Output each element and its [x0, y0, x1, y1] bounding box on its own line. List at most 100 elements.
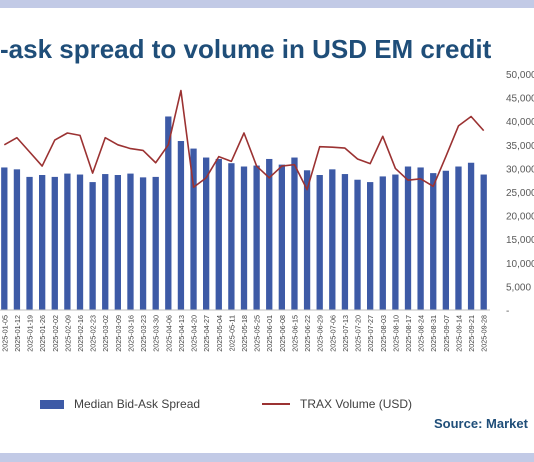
- x-tick-label: 2025-07-27: [366, 315, 375, 352]
- x-tick-label: 2025-06-22: [303, 315, 312, 352]
- legend: Median Bid-Ask Spread TRAX Volume (USD): [0, 397, 534, 415]
- bar-2025-04-27: [203, 157, 210, 310]
- bar-2025-05-18: [240, 166, 248, 310]
- bar-2025-07-27: [367, 182, 374, 310]
- x-tick-label: 2025-03-16: [126, 315, 135, 352]
- legend-line-label: TRAX Volume (USD): [300, 397, 413, 411]
- bars-group: [1, 116, 487, 310]
- bottom-frame-band: [0, 453, 534, 462]
- x-tick-label: 2025-02-02: [51, 315, 60, 352]
- legend-line-swatch: [262, 403, 290, 405]
- x-tick-label: 2025-05-04: [215, 315, 224, 352]
- x-axis: 2025-01-05 2025-01-12 2025-01-19 2025-01-26…: [0, 309, 490, 352]
- x-tick-label: 2025-02-16: [76, 315, 85, 352]
- x-tick-label: 2025-06-08: [278, 315, 287, 352]
- x-tick-label: 2025-04-13: [177, 315, 186, 352]
- bar-2025-07-20: [354, 179, 361, 310]
- bar-2025-06-08: [278, 164, 285, 310]
- bar-2025-02-02: [51, 176, 58, 310]
- x-tick-label: 2025-09-28: [480, 315, 489, 352]
- y-right-tick-label: 30,000: [506, 164, 534, 175]
- bar-2025-09-07: [442, 170, 449, 310]
- y-right-tick-label: 20,000: [506, 212, 534, 223]
- bar-2025-03-23: [139, 177, 147, 310]
- legend-bar-swatch: [40, 399, 64, 409]
- bar-2025-06-22: [303, 170, 311, 310]
- bar-2025-08-10: [392, 174, 399, 310]
- line-group: [3, 89, 485, 191]
- y-right-tick-label: 15,000: [506, 235, 534, 246]
- x-tick-label: 2025-01-26: [38, 315, 47, 352]
- bar-2025-04-06: [165, 116, 172, 310]
- bar-2025-06-29: [316, 175, 323, 310]
- x-tick-label: 2025-09-21: [467, 315, 476, 352]
- x-tick-label: 2025-08-10: [391, 315, 400, 352]
- bar-2025-07-06: [329, 169, 336, 310]
- bar-2025-05-04: [215, 158, 222, 310]
- bar-2025-08-17: [404, 166, 412, 310]
- legend-item-line: TRAX Volume (USD): [262, 397, 412, 411]
- x-tick-label: 2025-08-17: [404, 315, 413, 352]
- bar-2025-08-31: [430, 173, 437, 310]
- bar-2025-09-21: [467, 162, 475, 310]
- x-tick-label: 2025-08-24: [417, 315, 426, 352]
- bar-2025-09-28: [480, 174, 487, 310]
- bar-2025-05-25: [253, 165, 260, 310]
- y-right-tick-label: 35,000: [506, 141, 534, 152]
- bar-2025-01-26: [39, 175, 46, 310]
- x-tick-label: 2025-04-20: [190, 315, 199, 352]
- y-right-tick-label: -: [506, 306, 509, 317]
- x-tick-label: 2025-01-05: [0, 315, 9, 352]
- y-right-tick-label: 5,000: [506, 282, 531, 293]
- x-tick-label: 2025-04-06: [164, 315, 173, 352]
- bar-2025-03-09: [114, 175, 121, 310]
- x-tick-label: 2025-01-19: [26, 315, 35, 352]
- bar-2025-02-23: [89, 182, 96, 310]
- y-right-tick-label: 45,000: [506, 94, 534, 105]
- bar-2025-08-03: [379, 176, 386, 310]
- bar-2025-04-13: [177, 141, 185, 310]
- x-tick-label: 2025-03-02: [101, 315, 110, 352]
- bar-2025-06-15: [291, 157, 298, 310]
- bar-2025-03-30: [152, 176, 159, 310]
- x-tick-label: 2025-06-15: [290, 315, 299, 352]
- top-frame-band: [0, 0, 534, 8]
- y-right-tick-label: 40,000: [506, 117, 534, 128]
- bar-2025-08-24: [417, 167, 424, 310]
- x-tick-label: 2025-06-29: [316, 315, 325, 352]
- y-right-tick-label: 10,000: [506, 259, 534, 270]
- x-tick-label: 2025-06-01: [265, 315, 274, 352]
- bar-2025-04-20: [190, 148, 197, 310]
- trax-volume-line: [3, 89, 485, 191]
- chart-title: -ask spread to volume in USD EM credit: [0, 34, 492, 64]
- x-tick-label: 2025-01-12: [13, 315, 22, 352]
- bar-2025-02-09: [64, 173, 71, 310]
- bar-2025-07-13: [341, 174, 349, 310]
- bar-2025-01-19: [26, 176, 33, 310]
- bar-2025-05-11: [228, 163, 235, 310]
- y-axis-right: 50,000 45,000 40,000 35,000 30,000 25,000 20,0…: [506, 70, 534, 317]
- x-tick-label: 2025-09-07: [442, 315, 451, 352]
- x-tick-label: 2025-05-11: [227, 315, 236, 351]
- x-tick-label: 2025-02-09: [63, 315, 72, 352]
- x-tick-label: 2025-02-23: [89, 315, 98, 352]
- x-tick-label: 2025-07-13: [341, 315, 350, 352]
- x-tick-label: 2025-08-31: [429, 315, 438, 352]
- x-tick-label: 2025-07-20: [354, 315, 363, 352]
- x-tick-label: 2025-05-18: [240, 315, 249, 352]
- y-right-tick-label: 50,000: [506, 70, 534, 81]
- x-tick-label: 2025-08-03: [379, 315, 388, 352]
- bar-2025-01-05: [1, 167, 8, 310]
- x-tick-label: 2025-03-09: [114, 315, 123, 352]
- bar-2025-03-02: [102, 174, 109, 310]
- bar-2025-02-16: [76, 174, 84, 310]
- legend-item-bars: Median Bid-Ask Spread: [40, 397, 200, 411]
- source-note: Source: Market: [434, 416, 528, 431]
- x-tick-label: 2025-07-06: [328, 315, 337, 352]
- bar-2025-06-01: [266, 158, 273, 310]
- y-right-tick-label: 25,000: [506, 188, 534, 199]
- x-tick-label: 2025-09-14: [454, 315, 463, 352]
- bar-2025-01-12: [13, 169, 21, 310]
- x-tick-label: 2025-05-25: [253, 315, 262, 352]
